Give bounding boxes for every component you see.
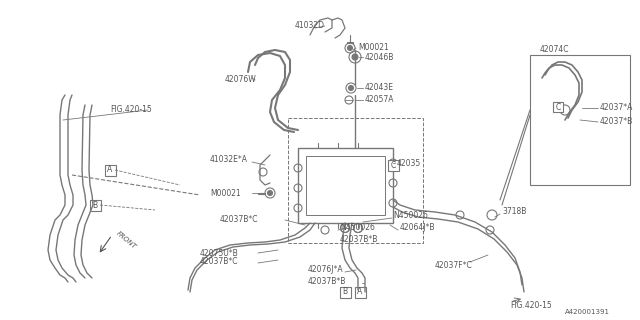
Text: 42076J*A: 42076J*A	[308, 266, 344, 275]
Text: 3718B: 3718B	[502, 207, 526, 217]
Text: N450026: N450026	[340, 223, 375, 233]
Text: 41032D: 41032D	[295, 21, 325, 30]
Text: 42037B*C: 42037B*C	[220, 215, 259, 225]
Bar	[530, 55, 630, 185]
Text: M00021: M00021	[358, 44, 388, 52]
Text: A420001391: A420001391	[565, 309, 610, 315]
Text: FRONT: FRONT	[115, 230, 137, 250]
Text: FIG.420-15: FIG.420-15	[110, 106, 152, 115]
Bar	[90, 199, 100, 211]
Bar	[288, 118, 423, 243]
Text: 42046B: 42046B	[365, 52, 394, 61]
Text: A: A	[108, 165, 113, 174]
Text: 42064J*B: 42064J*B	[400, 223, 435, 233]
Text: 42043E: 42043E	[365, 84, 394, 92]
Bar	[553, 102, 563, 112]
Text: FIG.420-15: FIG.420-15	[510, 300, 552, 309]
Text: 42037*B: 42037*B	[600, 117, 633, 126]
Text: 42075U*B: 42075U*B	[200, 249, 239, 258]
Bar	[387, 159, 399, 171]
Text: 42035: 42035	[397, 158, 421, 167]
Text: M00021: M00021	[210, 188, 241, 197]
Bar	[306, 156, 385, 215]
Bar	[298, 148, 393, 223]
Text: 42037B*B: 42037B*B	[340, 236, 378, 244]
Bar	[104, 164, 115, 175]
Bar	[355, 286, 365, 298]
Bar	[339, 286, 351, 298]
Text: B: B	[342, 287, 348, 297]
Text: 42076W: 42076W	[225, 76, 257, 84]
Text: 41032E*A: 41032E*A	[210, 156, 248, 164]
Text: 42074C: 42074C	[540, 45, 570, 54]
Text: B: B	[92, 201, 97, 210]
Text: 42037*A: 42037*A	[600, 103, 634, 113]
Text: C: C	[390, 161, 396, 170]
Text: 42057A: 42057A	[365, 95, 394, 105]
Circle shape	[268, 190, 273, 196]
Circle shape	[348, 45, 353, 51]
Text: 42037B*C: 42037B*C	[200, 258, 239, 267]
Text: C: C	[556, 102, 561, 111]
Text: 42037B*B: 42037B*B	[308, 277, 346, 286]
Circle shape	[352, 54, 358, 60]
Text: N450026: N450026	[393, 212, 428, 220]
Text: A: A	[357, 287, 363, 297]
Text: 42037F*C: 42037F*C	[435, 260, 473, 269]
Circle shape	[349, 85, 353, 91]
